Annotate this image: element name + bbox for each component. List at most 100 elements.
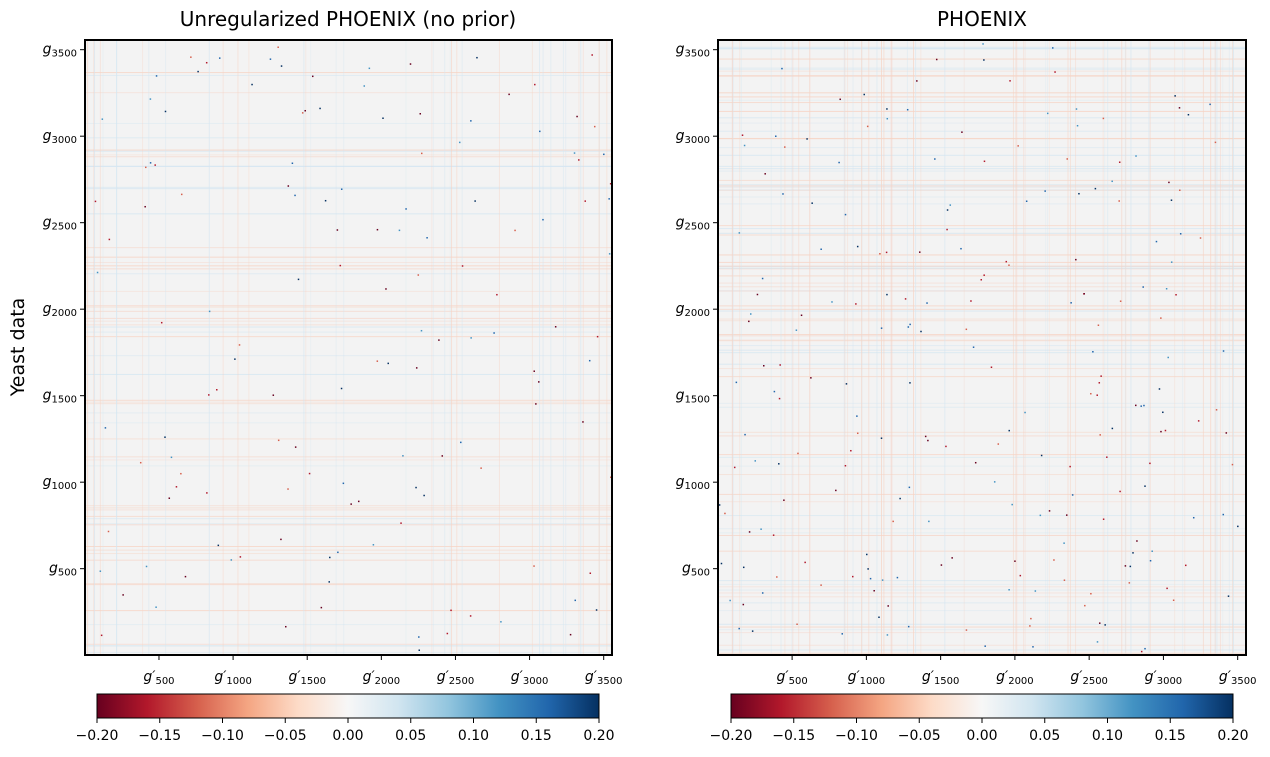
- heatmap-col-streak: [116, 40, 118, 655]
- heatmap-col-streak: [498, 40, 500, 655]
- heatmap-row-streak: [718, 515, 1246, 517]
- heatmap-cell: [337, 551, 339, 554]
- heatmap-row-streak: [718, 96, 1246, 98]
- heatmap-cell: [415, 367, 418, 369]
- heatmap-cell: [867, 568, 869, 570]
- heatmap-row-streak: [718, 267, 1246, 269]
- heatmap-row-streak: [718, 335, 1246, 337]
- heatmap-cell: [835, 489, 837, 492]
- heatmap-cell: [820, 248, 822, 251]
- colorbar-tick-label: 0.20: [1217, 728, 1248, 744]
- heatmap-cell: [733, 466, 736, 469]
- heatmap-cell: [554, 326, 557, 328]
- heatmap-cell: [573, 152, 576, 154]
- heatmap-col-streak: [1045, 40, 1047, 655]
- heatmap-col-streak: [432, 40, 434, 655]
- heatmap-cell: [856, 245, 859, 248]
- heatmap-cell: [744, 433, 746, 436]
- heatmap-cell: [1069, 465, 1071, 468]
- heatmap-cell: [251, 83, 253, 86]
- heatmap-row-streak: [718, 75, 1246, 77]
- heatmap-row-streak: [718, 184, 1246, 186]
- heatmap-cell: [208, 394, 210, 396]
- heatmap-cell: [387, 362, 389, 365]
- heatmap-col-streak: [578, 40, 580, 655]
- heatmap-cell: [1052, 47, 1054, 49]
- heatmap-col-streak: [792, 40, 794, 655]
- heatmap-cell: [108, 238, 111, 241]
- heatmap-cell: [272, 394, 275, 396]
- heatmap-cell: [1158, 388, 1161, 390]
- heatmap-cell: [1096, 641, 1099, 643]
- heatmap-col-streak: [1075, 40, 1077, 655]
- heatmap-col-streak: [405, 40, 407, 655]
- heatmap-cell: [1140, 405, 1142, 407]
- heatmap-row-streak: [718, 254, 1246, 256]
- heatmap-cell: [376, 360, 379, 362]
- heatmap-cell: [149, 162, 152, 164]
- heatmap-cell: [100, 634, 103, 637]
- heatmap-cell: [970, 300, 972, 302]
- x-tick-label: g′2500: [437, 669, 475, 687]
- heatmap-row-streak: [718, 632, 1246, 634]
- colorbar-tick-label: 0.15: [521, 728, 552, 744]
- heatmap-col-streak: [883, 40, 885, 655]
- heatmap-row-streak: [85, 213, 612, 215]
- colorbar: −0.20 −0.15 −0.10 −0.05 0.00 0.05 0.10 0.15 0.20: [76, 693, 615, 744]
- heatmap-row-streak: [718, 225, 1246, 227]
- heatmap-cell: [899, 497, 901, 500]
- heatmap-cell: [418, 649, 421, 651]
- heatmap-cell: [234, 358, 236, 360]
- heatmap-cell: [280, 538, 282, 541]
- heatmap-cell: [164, 110, 167, 113]
- heatmap-cell: [415, 486, 417, 489]
- heatmap-row-streak: [85, 412, 612, 414]
- heatmap-cell: [1178, 107, 1181, 109]
- heatmap-cell: [461, 265, 464, 267]
- heatmap-cell: [720, 562, 723, 565]
- y-ticks: g500 g1000 g1500 g2000 g2500 g3000 g3500: [676, 42, 718, 579]
- heatmap-cell: [1048, 510, 1051, 512]
- heatmap-cell: [104, 427, 107, 429]
- heatmap-cell: [997, 443, 1000, 445]
- colorbar-tick-label: −0.20: [710, 728, 753, 744]
- heatmap-cell: [1009, 80, 1011, 82]
- heatmap-cell: [983, 274, 985, 276]
- heatmap-row-streak: [85, 273, 612, 275]
- heatmap-cell: [749, 313, 752, 315]
- heatmap-cell: [1166, 587, 1168, 590]
- heatmap-row-streak: [718, 92, 1246, 94]
- heatmap-cell: [285, 625, 287, 628]
- heatmap-cell: [873, 589, 875, 592]
- heatmap-cell: [1097, 324, 1100, 326]
- heatmap-cell: [324, 199, 327, 202]
- heatmap-cell: [841, 633, 843, 635]
- heatmap-row-streak: [85, 401, 612, 403]
- heatmap-col-streak: [740, 40, 742, 655]
- heatmap-row-streak: [718, 501, 1246, 503]
- heatmap-col-streak: [305, 40, 307, 655]
- x-ticks: g′500 g′1000 g′1500 g′2000 g′2500 g′3000 g′350…: [143, 655, 622, 687]
- heatmap-col-streak: [565, 40, 567, 655]
- heatmap-cell: [984, 645, 986, 647]
- heatmap-row-streak: [718, 431, 1246, 433]
- colorbar-tick-label: −0.20: [76, 728, 119, 744]
- x-tick-label: g′1000: [214, 669, 252, 687]
- heatmap-row-streak: [85, 549, 612, 551]
- heatmap-cell: [1008, 429, 1010, 432]
- heatmap-cell: [1008, 264, 1010, 266]
- heatmap-cell: [909, 382, 911, 384]
- heatmap-row-streak: [85, 459, 612, 461]
- heatmap-cell: [1025, 200, 1028, 202]
- heatmap-col-streak: [1184, 40, 1186, 655]
- heatmap-row-streak: [85, 331, 612, 333]
- y-tick-label: g500: [682, 561, 710, 579]
- heatmap-cell: [1149, 462, 1151, 465]
- heatmap-col-streak: [542, 40, 544, 655]
- heatmap-col-streak: [116, 40, 118, 655]
- y-tick-label: g2000: [676, 301, 710, 319]
- heatmap-cell: [500, 621, 502, 623]
- heatmap-row-streak: [85, 559, 612, 561]
- heatmap-cell: [866, 553, 868, 556]
- heatmap-col-streak: [208, 40, 210, 655]
